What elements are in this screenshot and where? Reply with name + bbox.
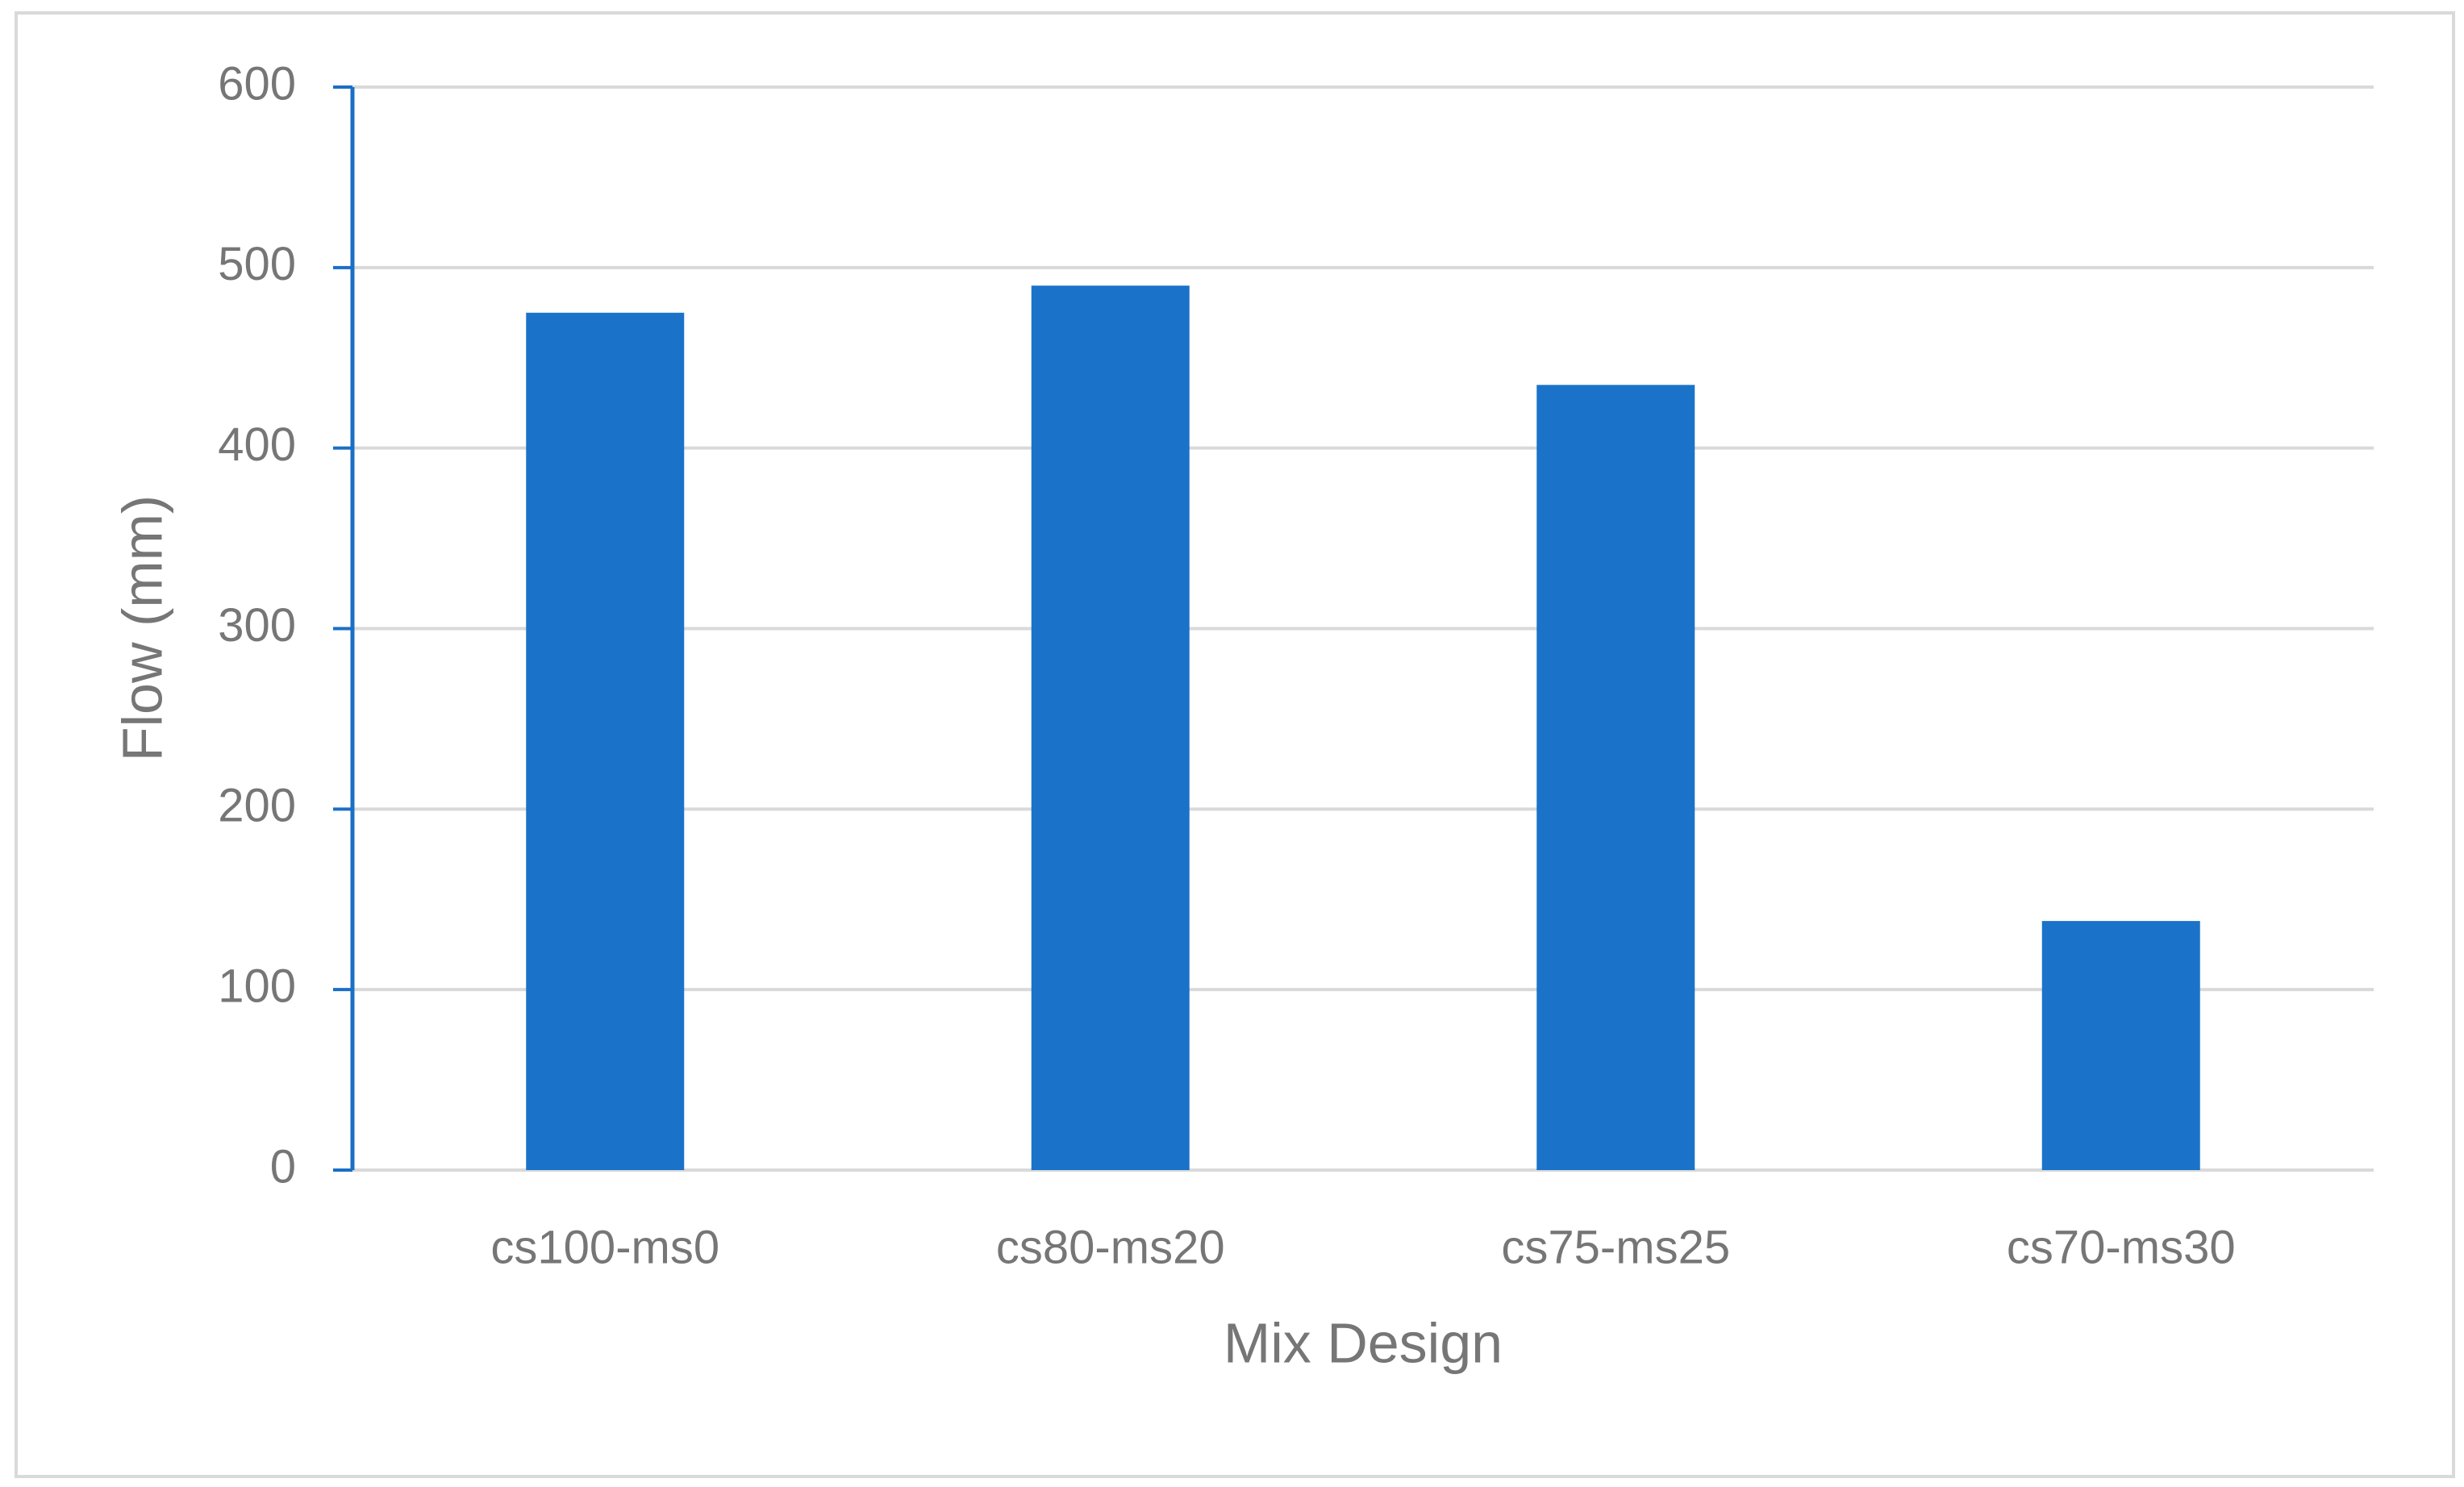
y-tick-label: 300 <box>218 599 296 652</box>
y-tick-label: 600 <box>218 57 296 110</box>
y-tick-label: 0 <box>270 1140 296 1193</box>
x-tick-label: cs100-ms0 <box>490 1221 719 1273</box>
bar <box>1536 385 1695 1170</box>
y-tick-label: 400 <box>218 419 296 471</box>
x-tick-label: cs70-ms30 <box>2007 1221 2236 1273</box>
y-tick-label: 200 <box>218 780 296 832</box>
y-axis-title: Flow (mm) <box>110 495 173 761</box>
x-axis-title: Mix Design <box>1224 1311 1503 1374</box>
bar <box>526 312 685 1171</box>
bar <box>2041 921 2200 1170</box>
bar <box>1031 285 1190 1170</box>
chart-border <box>15 11 2455 1478</box>
x-tick-label: cs75-ms25 <box>1501 1221 1730 1273</box>
y-tick-label: 100 <box>218 960 296 1012</box>
x-tick-label: cs80-ms20 <box>996 1221 1225 1273</box>
y-tick-label: 500 <box>218 238 296 290</box>
